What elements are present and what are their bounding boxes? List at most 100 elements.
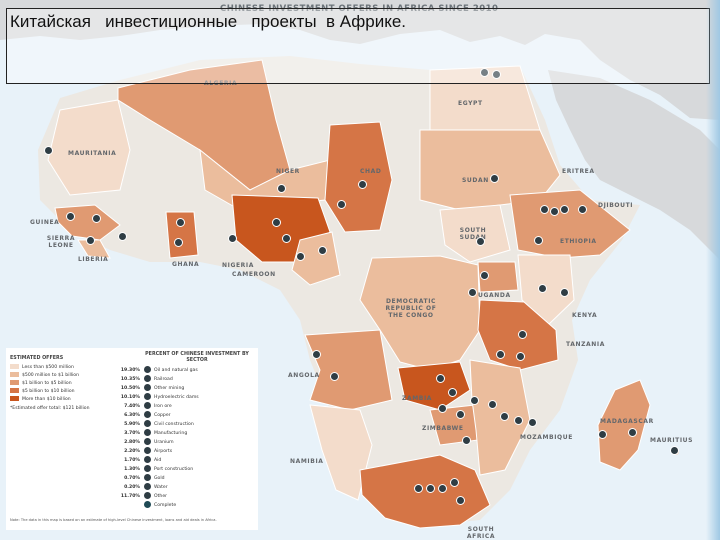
marker-icon bbox=[92, 214, 101, 223]
slide-frame-edge bbox=[706, 0, 720, 540]
arabia-landmass bbox=[548, 70, 720, 260]
marker-icon bbox=[468, 288, 477, 297]
copper-icon bbox=[144, 411, 151, 418]
marker-icon bbox=[488, 400, 497, 409]
marker-icon bbox=[318, 246, 327, 255]
country-uganda bbox=[477, 261, 519, 293]
marker-icon bbox=[528, 418, 537, 427]
marker-icon bbox=[436, 374, 445, 383]
legend-sector-item: 6.30% Copper bbox=[124, 411, 171, 418]
marker-icon bbox=[118, 232, 127, 241]
label-mauritania: MAURITANIA bbox=[68, 150, 117, 157]
marker-icon bbox=[337, 200, 346, 209]
country-south-africa bbox=[359, 454, 491, 529]
marker-icon bbox=[174, 238, 183, 247]
complete-icon bbox=[144, 501, 151, 508]
country-cameroon bbox=[291, 231, 341, 286]
marker-icon bbox=[492, 70, 501, 79]
legend-sector-item: 5.90% Civil construction bbox=[124, 420, 194, 427]
marker-icon bbox=[560, 288, 569, 297]
label-niger: NIGER bbox=[276, 168, 300, 175]
marker-icon bbox=[86, 236, 95, 245]
marker-icon bbox=[518, 330, 527, 339]
other-icon bbox=[144, 492, 151, 499]
legend-sector-item: 11.70% Other bbox=[120, 492, 168, 499]
marker-icon bbox=[480, 271, 489, 280]
aid-icon bbox=[144, 456, 151, 463]
marker-icon bbox=[534, 236, 543, 245]
label-ethiopia: ETHIOPIA bbox=[560, 238, 597, 245]
legend-swatch bbox=[10, 372, 19, 377]
legend-offer-item: $5 billion to $10 billion bbox=[10, 388, 75, 395]
water-icon bbox=[144, 483, 151, 490]
label-madagascar: MADAGASCAR bbox=[600, 418, 654, 425]
marker-icon bbox=[480, 68, 489, 77]
marker-icon bbox=[450, 478, 459, 487]
legend-offer-item: $1 billion to $5 billion bbox=[10, 380, 72, 387]
construction-icon bbox=[144, 420, 151, 427]
europe-landmass bbox=[0, 0, 720, 120]
legend-note: Note: The data in this map is based on a… bbox=[10, 518, 217, 522]
label-liberia: LIBERIA bbox=[78, 256, 109, 263]
label-drc: DEMOCRATIC REPUBLIC OF THE CONGO bbox=[385, 298, 437, 319]
mining-icon bbox=[144, 384, 151, 391]
marker-icon bbox=[550, 207, 559, 216]
legend-sector-item: 2.20% Airports bbox=[124, 447, 173, 454]
legend-sector-item: 1.70% Aid bbox=[124, 456, 162, 463]
marker-icon bbox=[66, 212, 75, 221]
marker-icon bbox=[496, 350, 505, 359]
label-chad: CHAD bbox=[360, 168, 382, 175]
marker-icon bbox=[176, 218, 185, 227]
label-kenya: KENYA bbox=[572, 312, 598, 319]
legend-swatch bbox=[10, 380, 19, 385]
label-sudan: SUDAN bbox=[462, 177, 489, 184]
marker-icon bbox=[277, 184, 286, 193]
marker-icon bbox=[670, 446, 679, 455]
marker-icon bbox=[448, 388, 457, 397]
label-uganda: UGANDA bbox=[478, 292, 511, 299]
manufacturing-icon bbox=[144, 429, 151, 436]
marker-icon bbox=[540, 205, 549, 214]
marker-icon bbox=[578, 205, 587, 214]
legend-swatch bbox=[10, 388, 19, 393]
legend-offers-title: ESTIMATED OFFERS bbox=[10, 356, 64, 361]
airport-icon bbox=[144, 447, 151, 454]
marker-icon bbox=[358, 180, 367, 189]
railroad-icon bbox=[144, 375, 151, 382]
marker-icon bbox=[272, 218, 281, 227]
marker-icon bbox=[438, 484, 447, 493]
legend-sector-item: 10.10% Hydroelectric dams bbox=[120, 393, 199, 400]
legend-sector-item: 0.20% Water bbox=[124, 483, 168, 490]
legend-sector-item: 1.30% Port construction bbox=[124, 465, 194, 472]
label-djibouti: DJIBOUTI bbox=[598, 202, 634, 209]
marker-icon bbox=[414, 484, 423, 493]
label-sierra-leone: SIERRA LEONE bbox=[46, 235, 76, 249]
country-namibia bbox=[309, 404, 373, 501]
marker-icon bbox=[598, 430, 607, 439]
label-south-africa: SOUTH AFRICA bbox=[466, 526, 496, 540]
marker-icon bbox=[296, 252, 305, 261]
label-eritrea: ERITREA bbox=[562, 168, 595, 175]
label-cameroon: CAMEROON bbox=[232, 271, 276, 278]
legend-offer-item: Less than $500 million bbox=[10, 364, 74, 371]
marker-icon bbox=[470, 396, 479, 405]
marker-icon bbox=[228, 234, 237, 243]
label-ghana: GHANA bbox=[172, 261, 200, 268]
legend-sector-item: 7.40% Iron ore bbox=[124, 402, 172, 409]
label-guinea: GUINEA bbox=[30, 219, 60, 226]
gold-icon bbox=[144, 474, 151, 481]
country-mauritania bbox=[47, 99, 131, 196]
label-zambia: ZAMBIA bbox=[402, 395, 433, 402]
marker-icon bbox=[538, 284, 547, 293]
marker-icon bbox=[312, 350, 321, 359]
marker-icon bbox=[476, 237, 485, 246]
legend-sector-title: PERCENT OF CHINESE INVESTMENT BY SECTOR bbox=[145, 352, 249, 363]
marker-icon bbox=[456, 496, 465, 505]
legend-sector-item: 19.30% Oil and natural gas bbox=[120, 366, 198, 373]
legend-sector-item: 10.50% Other mining bbox=[120, 384, 185, 391]
label-mauritius: MAURITIUS bbox=[650, 437, 694, 444]
marker-icon bbox=[330, 372, 339, 381]
legend-sector-item: 0.70% Gold bbox=[124, 474, 165, 481]
legend-sector-item: 3.70% Manufacturing bbox=[124, 429, 188, 436]
marker-icon bbox=[514, 416, 523, 425]
